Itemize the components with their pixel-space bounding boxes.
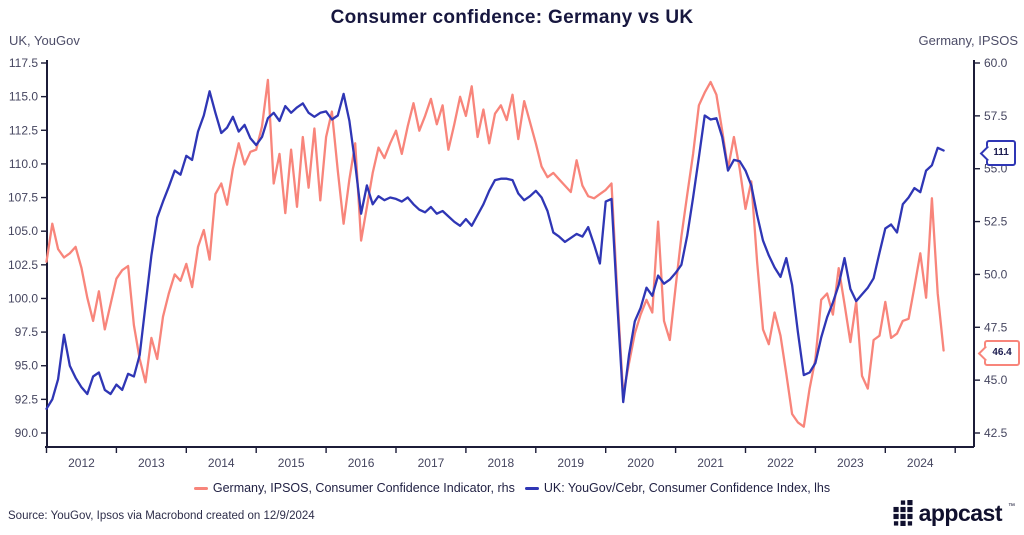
left-axis-tick-label: 110.0: [9, 157, 38, 171]
right-axis-tick-label: 60.0: [984, 56, 1008, 70]
right-axis-tick-label: 52.5: [984, 215, 1008, 229]
legend-item-uk: UK: YouGov/Cebr, Consumer Confidence Ind…: [524, 481, 831, 495]
year-tick-label: 2014: [208, 456, 235, 470]
year-tick-label: 2012: [68, 456, 95, 470]
left-axis-tick-label: 117.5: [9, 56, 38, 70]
right-axis-tick-label: 42.5: [984, 426, 1008, 440]
left-axis-tick-label: 107.5: [8, 191, 38, 205]
year-tick-label: 2021: [697, 456, 724, 470]
right-axis-tick-label: 45.0: [984, 373, 1008, 387]
year-tick-label: 2019: [557, 456, 584, 470]
trademark-icon: ™: [1008, 502, 1015, 510]
right-axis-tick-label: 57.5: [984, 109, 1008, 123]
chart-legend: Germany, IPSOS, Consumer Confidence Indi…: [0, 481, 1024, 495]
germany-series-line: [45, 78, 945, 428]
left-axis-tick-label: 97.5: [15, 325, 39, 339]
left-axis-tick-label: 112.5: [9, 123, 38, 137]
year-tick-label: 2023: [837, 456, 864, 470]
germany-line-swatch-icon: [193, 486, 208, 490]
uk-last-value-callout: 111: [986, 140, 1016, 166]
year-tick-label: 2017: [418, 456, 445, 470]
left-axis-tick-label: 115.0: [9, 90, 38, 104]
appcast-logo-icon: [893, 500, 913, 526]
right-axis-tick-label: 50.0: [984, 267, 1008, 281]
legend-item-germany: Germany, IPSOS, Consumer Confidence Indi…: [193, 481, 515, 495]
left-axis-tick-label: 95.0: [15, 359, 39, 373]
left-axis-tick-label: 100.0: [8, 291, 38, 305]
year-tick-label: 2016: [348, 456, 375, 470]
uk-line-swatch-icon: [524, 486, 539, 490]
year-tick-label: 2022: [767, 456, 794, 470]
year-tick-label: 2020: [627, 456, 654, 470]
left-axis-tick-label: 92.5: [15, 392, 39, 406]
left-axis-caption: UK, YouGov: [9, 33, 80, 48]
source-note: Source: YouGov, Ipsos via Macrobond crea…: [8, 510, 315, 522]
germany-last-value-callout: 46.4: [984, 340, 1020, 366]
right-axis-tick-label: 47.5: [984, 320, 1008, 334]
legend-label-uk: UK: YouGov/Cebr, Consumer Confidence Ind…: [543, 481, 831, 495]
left-axis-tick-label: 105.0: [8, 224, 38, 238]
left-axis-tick-label: 102.5: [8, 258, 38, 272]
appcast-logo: appcast ™: [892, 500, 1015, 526]
appcast-logo-text: appcast: [918, 500, 1003, 526]
year-tick-label: 2013: [138, 456, 165, 470]
uk-series-line: [45, 90, 945, 410]
year-tick-label: 2018: [487, 456, 514, 470]
year-tick-label: 2024: [907, 456, 934, 470]
legend-label-germany: Germany, IPSOS, Consumer Confidence Indi…: [212, 481, 515, 495]
chart-title: Consumer confidence: Germany vs UK: [330, 7, 694, 28]
left-axis-tick-label: 90.0: [15, 426, 39, 440]
year-tick-label: 2015: [278, 456, 305, 470]
right-axis-caption: Germany, IPSOS: [918, 33, 1018, 48]
